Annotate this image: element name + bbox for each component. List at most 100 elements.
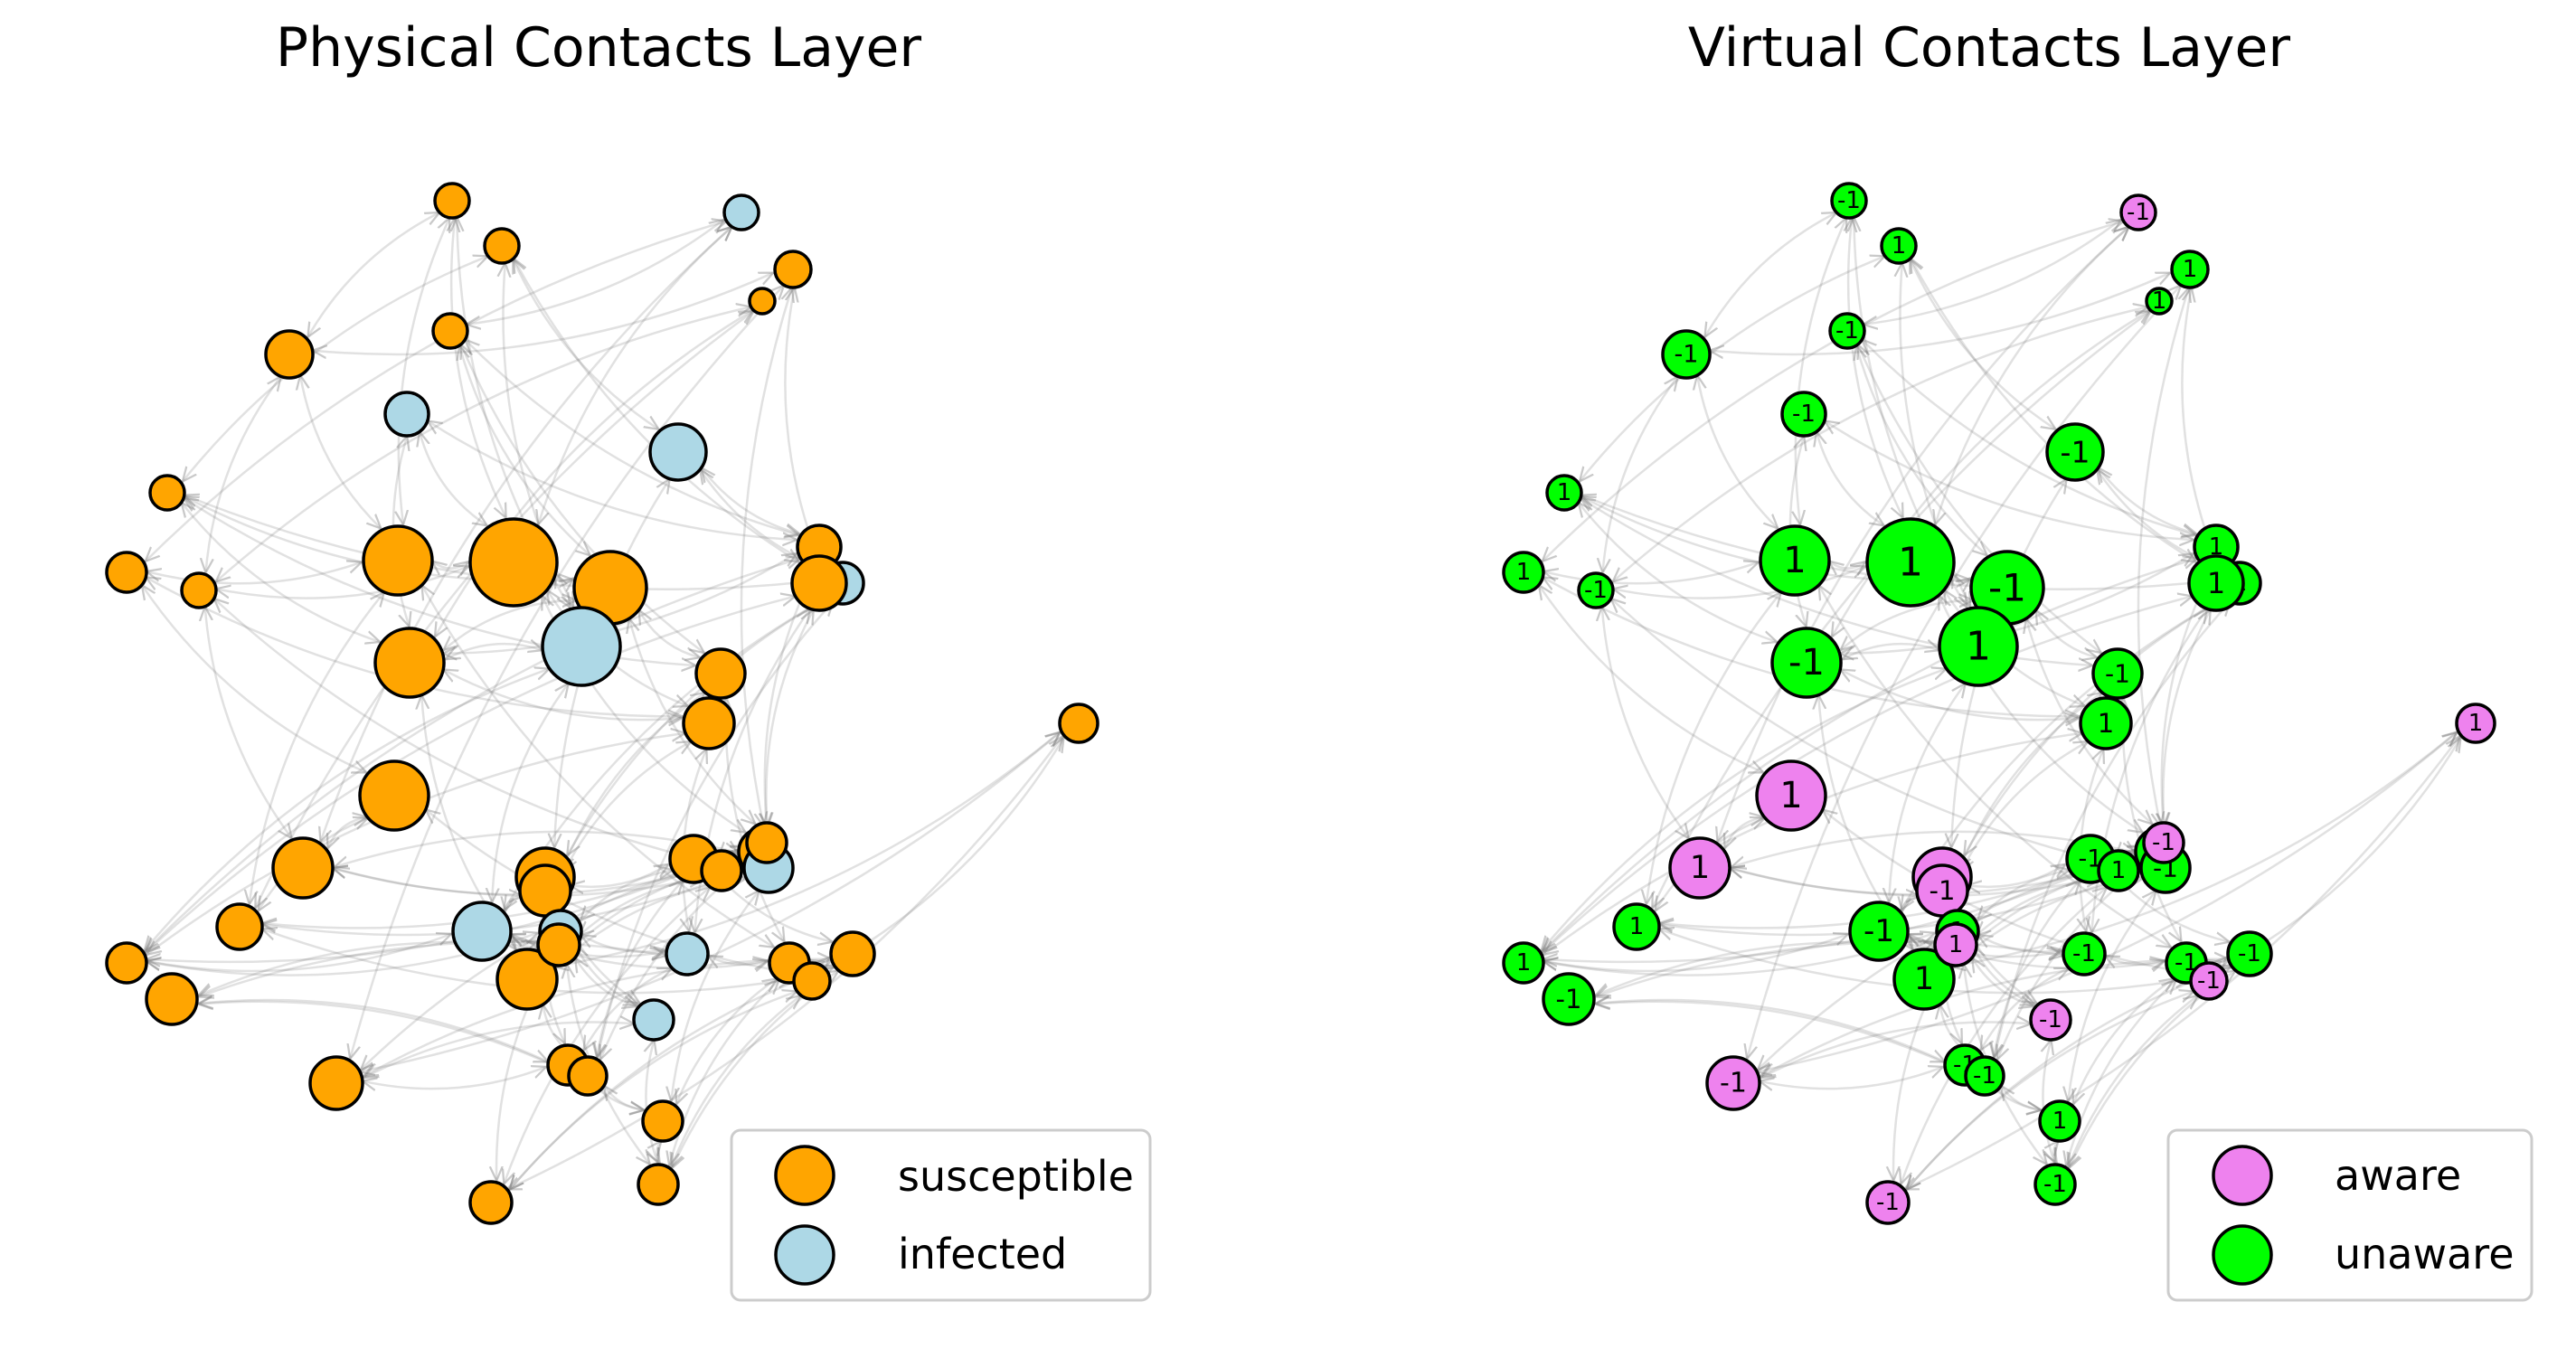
virtual-node-31: 1 — [2097, 849, 2140, 892]
virtual-node-47: -1 — [2033, 1163, 2077, 1206]
physical-node-1 — [483, 227, 521, 265]
virtual-node-12: 1 — [1759, 524, 1831, 597]
virtual-edge-24 — [1539, 585, 1763, 772]
virtual-node-label-20: 1 — [2207, 566, 2225, 600]
physical-legend-box — [730, 1128, 1152, 1302]
virtual-node-label-29: -1 — [1930, 875, 1956, 906]
virtual-edge-17 — [2181, 288, 2213, 554]
physical-node-9 — [648, 422, 708, 482]
virtual-node-39: 1 — [1892, 948, 1956, 1011]
virtual-node-label-33: -1 — [2152, 829, 2175, 856]
virtual-node-circle-35 — [2062, 931, 2107, 976]
virtual-node-circle-42 — [1705, 1055, 1761, 1111]
virtual-node-circle-28 — [1848, 901, 1910, 962]
virtual-node-label-8: 1 — [2152, 288, 2167, 315]
virtual-legend: aware unaware — [2166, 1128, 2534, 1302]
physical-edge-109 — [726, 697, 785, 941]
physical-node-8 — [748, 287, 777, 316]
physical-node-0 — [433, 182, 471, 220]
physical-edge-100 — [182, 503, 381, 642]
virtual-node-label-42: -1 — [1720, 1068, 1747, 1099]
virtual-node-circle-11 — [1577, 571, 1615, 609]
physical-node-21 — [358, 759, 430, 832]
virtual-node-circle-46 — [2038, 1099, 2081, 1143]
virtual-node-circle-27 — [1502, 941, 1545, 985]
virtual-edge-127 — [1951, 732, 2457, 967]
virtual-node-label-10: 1 — [1516, 559, 1532, 586]
physical-edge-94 — [656, 1141, 661, 1163]
virtual-node-circle-33 — [2142, 821, 2185, 864]
physical-node-44 — [567, 1055, 609, 1097]
virtual-node-25: 1 — [1668, 836, 1731, 900]
virtual-node-20: 1 — [2187, 554, 2245, 612]
virtual-node-circle-13 — [1865, 517, 1956, 608]
physical-node-48 — [1058, 703, 1099, 744]
physical-legend: susceptible infected — [730, 1128, 1152, 1302]
virtual-node-46: 1 — [2038, 1099, 2081, 1143]
physical-node-6 — [722, 193, 760, 231]
virtual-node-2: -1 — [1828, 312, 1866, 350]
physical-edge-92 — [199, 1002, 570, 1072]
virtual-node-circle-20 — [2187, 554, 2245, 612]
physical-node-13 — [468, 517, 559, 608]
virtual-node-circle-47 — [2033, 1163, 2077, 1206]
virtual-node-27: 1 — [1502, 941, 1545, 985]
physical-node-49 — [145, 972, 199, 1026]
virtual-node-35: -1 — [2062, 931, 2107, 976]
legend-susceptible-marker — [774, 1145, 835, 1206]
physical-node-46 — [641, 1099, 684, 1143]
virtual-node-label-31: 1 — [2111, 857, 2127, 884]
physical-node-33 — [745, 821, 788, 864]
virtual-node-5: 1 — [1545, 474, 1583, 512]
virtual-node-22: 1 — [2079, 696, 2133, 750]
physical-node-15 — [541, 606, 622, 687]
virtual-node-7: 1 — [2170, 250, 2210, 289]
physical-node-29 — [518, 863, 572, 918]
virtual-node-26: 1 — [1612, 902, 1661, 951]
virtual-node-33: -1 — [2142, 821, 2185, 864]
physical-layer-title: Physical Contacts Layer — [276, 16, 922, 80]
virtual-node-label-37: -1 — [2197, 967, 2221, 995]
virtual-node-8: 1 — [2145, 287, 2174, 316]
virtual-node-label-0: -1 — [1837, 187, 1861, 214]
legend-infected-marker — [774, 1224, 835, 1286]
physical-node-28 — [451, 901, 513, 962]
physical-edge-88 — [360, 732, 1060, 1071]
virtual-layer-title: Virtual Contacts Layer — [1688, 16, 2291, 80]
virtual-node-13: 1 — [1865, 517, 1956, 608]
virtual-node-40: 1 — [1933, 922, 1978, 967]
virtual-node-label-7: 1 — [2183, 256, 2198, 283]
physical-edge-3 — [183, 256, 488, 481]
virtual-node-circle-25 — [1668, 836, 1731, 900]
virtual-node-circle-1 — [1880, 227, 1918, 265]
virtual-node-circle-48 — [2455, 703, 2496, 744]
virtual-node-21: 1 — [1755, 759, 1827, 832]
physical-node-22 — [682, 696, 736, 750]
virtual-node-label-46: 1 — [2052, 1108, 2068, 1135]
physical-node-7 — [773, 250, 813, 289]
virtual-node-label-25: 1 — [1690, 850, 1710, 886]
virtual-node-label-3: -1 — [1792, 401, 1816, 428]
virtual-node-label-41: -1 — [2039, 1006, 2062, 1033]
virtual-node-label-1: 1 — [1892, 232, 1907, 259]
physical-node-31 — [700, 849, 743, 892]
physical-edge-17 — [784, 288, 816, 554]
virtual-node-label-44: -1 — [1973, 1062, 1996, 1090]
virtual-node-label-26: 1 — [1629, 913, 1645, 940]
virtual-node-16: -1 — [1770, 627, 1843, 699]
physical-node-2 — [431, 312, 469, 350]
virtual-node-3: -1 — [1780, 391, 1827, 438]
physical-edges — [142, 212, 1064, 1190]
physical-edge-1 — [399, 218, 449, 525]
physical-edge-87 — [363, 1067, 546, 1089]
physical-node-37 — [792, 961, 832, 1001]
physical-node-17 — [694, 647, 747, 700]
virtual-node-label-35: -1 — [2072, 940, 2096, 967]
virtual-edge-87 — [1760, 1067, 1943, 1089]
virtual-node-15: 1 — [1938, 606, 2019, 687]
virtual-node-circle-7 — [2170, 250, 2210, 289]
virtual-node-4: -1 — [1661, 329, 1712, 380]
physical-node-42 — [308, 1055, 364, 1111]
virtual-edge-100 — [1579, 503, 1778, 642]
virtual-node-label-16: -1 — [1788, 642, 1825, 684]
